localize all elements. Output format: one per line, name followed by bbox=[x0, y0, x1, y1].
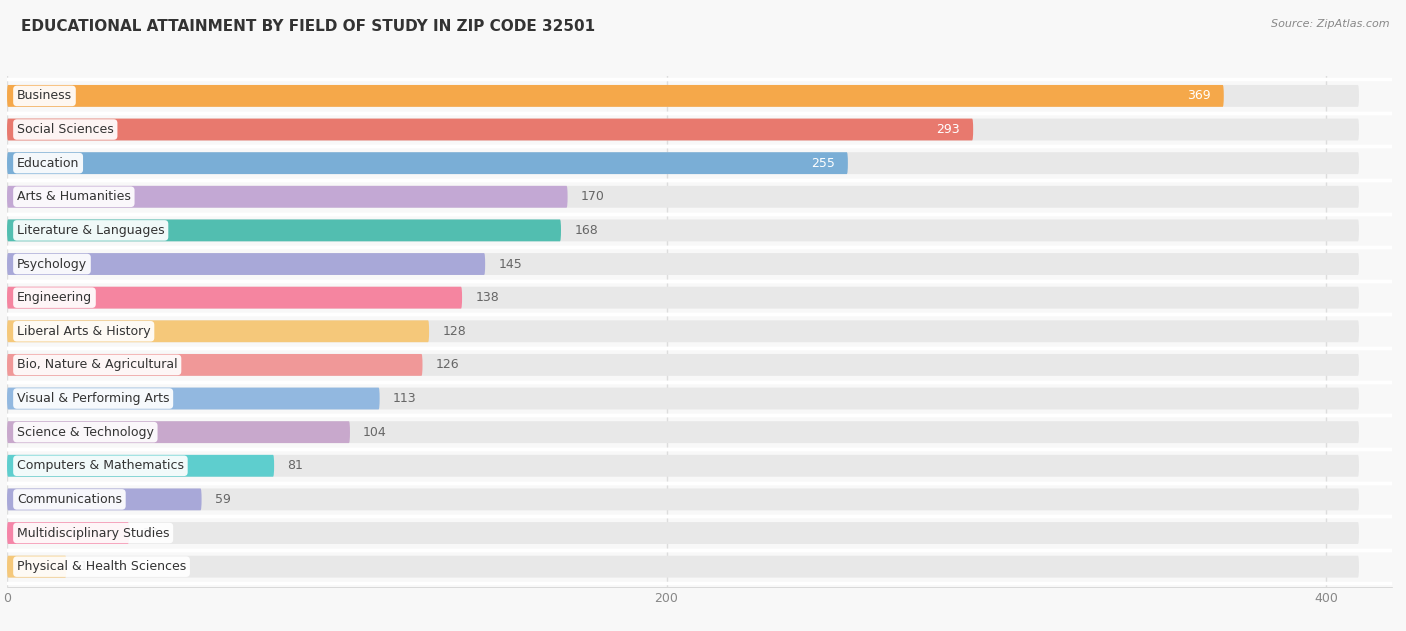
FancyBboxPatch shape bbox=[7, 455, 274, 476]
FancyBboxPatch shape bbox=[7, 321, 429, 342]
FancyBboxPatch shape bbox=[7, 522, 129, 544]
Text: 168: 168 bbox=[574, 224, 598, 237]
Text: Liberal Arts & History: Liberal Arts & History bbox=[17, 325, 150, 338]
Text: Communications: Communications bbox=[17, 493, 122, 506]
Text: 138: 138 bbox=[475, 291, 499, 304]
Text: Engineering: Engineering bbox=[17, 291, 91, 304]
FancyBboxPatch shape bbox=[7, 321, 1360, 342]
FancyBboxPatch shape bbox=[7, 488, 1360, 510]
FancyBboxPatch shape bbox=[7, 85, 1360, 107]
Text: 128: 128 bbox=[443, 325, 465, 338]
FancyBboxPatch shape bbox=[7, 422, 350, 443]
FancyBboxPatch shape bbox=[7, 522, 1360, 544]
Text: Education: Education bbox=[17, 156, 79, 170]
FancyBboxPatch shape bbox=[7, 119, 973, 141]
Text: 18: 18 bbox=[80, 560, 96, 573]
Text: Arts & Humanities: Arts & Humanities bbox=[17, 191, 131, 203]
Text: Physical & Health Sciences: Physical & Health Sciences bbox=[17, 560, 186, 573]
FancyBboxPatch shape bbox=[7, 220, 561, 241]
Text: Science & Technology: Science & Technology bbox=[17, 426, 153, 439]
Text: Source: ZipAtlas.com: Source: ZipAtlas.com bbox=[1271, 19, 1389, 29]
Text: Multidisciplinary Studies: Multidisciplinary Studies bbox=[17, 526, 169, 540]
FancyBboxPatch shape bbox=[7, 286, 1360, 309]
FancyBboxPatch shape bbox=[7, 119, 1360, 141]
Text: Computers & Mathematics: Computers & Mathematics bbox=[17, 459, 184, 472]
Text: 113: 113 bbox=[392, 392, 416, 405]
FancyBboxPatch shape bbox=[7, 253, 485, 275]
Text: 293: 293 bbox=[936, 123, 960, 136]
FancyBboxPatch shape bbox=[7, 354, 1360, 376]
Text: Business: Business bbox=[17, 90, 72, 102]
Text: 59: 59 bbox=[215, 493, 231, 506]
FancyBboxPatch shape bbox=[7, 387, 1360, 410]
Text: 126: 126 bbox=[436, 358, 460, 372]
Text: Literature & Languages: Literature & Languages bbox=[17, 224, 165, 237]
FancyBboxPatch shape bbox=[7, 488, 201, 510]
Text: Visual & Performing Arts: Visual & Performing Arts bbox=[17, 392, 169, 405]
Text: 369: 369 bbox=[1187, 90, 1211, 102]
FancyBboxPatch shape bbox=[7, 556, 66, 577]
FancyBboxPatch shape bbox=[7, 253, 1360, 275]
FancyBboxPatch shape bbox=[7, 186, 1360, 208]
FancyBboxPatch shape bbox=[7, 286, 463, 309]
Text: 37: 37 bbox=[142, 526, 157, 540]
FancyBboxPatch shape bbox=[7, 354, 423, 376]
FancyBboxPatch shape bbox=[7, 85, 1223, 107]
FancyBboxPatch shape bbox=[7, 152, 1360, 174]
Text: EDUCATIONAL ATTAINMENT BY FIELD OF STUDY IN ZIP CODE 32501: EDUCATIONAL ATTAINMENT BY FIELD OF STUDY… bbox=[21, 19, 595, 34]
FancyBboxPatch shape bbox=[7, 455, 1360, 476]
Text: 81: 81 bbox=[287, 459, 304, 472]
FancyBboxPatch shape bbox=[7, 220, 1360, 241]
FancyBboxPatch shape bbox=[7, 387, 380, 410]
FancyBboxPatch shape bbox=[7, 152, 848, 174]
Text: Social Sciences: Social Sciences bbox=[17, 123, 114, 136]
Text: 255: 255 bbox=[811, 156, 835, 170]
FancyBboxPatch shape bbox=[7, 422, 1360, 443]
Text: Psychology: Psychology bbox=[17, 257, 87, 271]
Text: 145: 145 bbox=[498, 257, 522, 271]
FancyBboxPatch shape bbox=[7, 556, 1360, 577]
Text: Bio, Nature & Agricultural: Bio, Nature & Agricultural bbox=[17, 358, 177, 372]
Text: 104: 104 bbox=[363, 426, 387, 439]
FancyBboxPatch shape bbox=[7, 186, 568, 208]
Text: 170: 170 bbox=[581, 191, 605, 203]
